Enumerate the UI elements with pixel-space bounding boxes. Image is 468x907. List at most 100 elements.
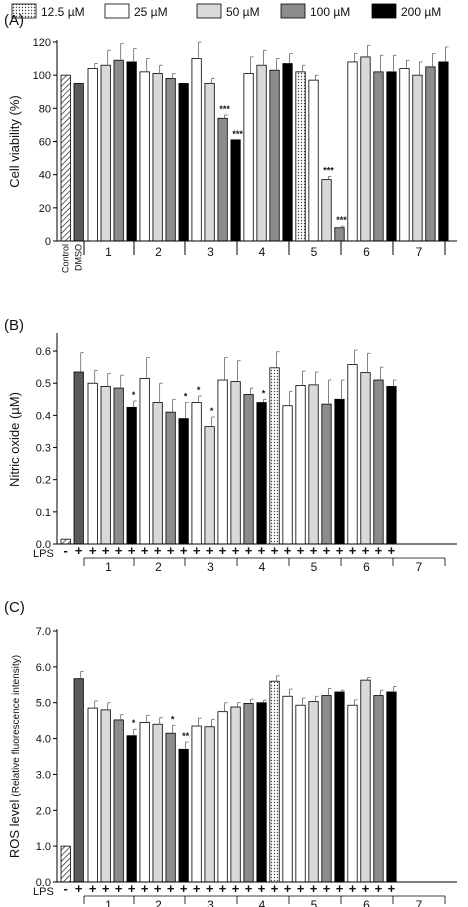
bar: [360, 372, 371, 545]
lps-mark: +: [284, 881, 292, 896]
lps-mark: +: [336, 881, 344, 896]
lps-mark: +: [115, 543, 123, 558]
y-tick-label: 0.3: [36, 443, 51, 455]
bar: [295, 385, 306, 545]
y-tick-label: 100: [33, 70, 51, 82]
bar: [243, 703, 254, 883]
legend-label: 100 µM: [310, 5, 350, 19]
legend-swatch: [104, 3, 130, 19]
lps-mark: +: [219, 881, 227, 896]
bar: [100, 64, 111, 242]
group-label: 6: [363, 560, 370, 574]
panel-label: (B): [4, 317, 24, 334]
bar: [217, 117, 228, 242]
y-axis-label: Nitric oxide (µM): [7, 392, 22, 487]
lps-row-label: LPS: [33, 548, 54, 560]
bar: [295, 704, 306, 883]
bar: [282, 63, 293, 242]
y-axis-label-sub: (Relative fluorescence intensity): [11, 655, 22, 797]
bar: [230, 381, 241, 545]
lps-mark: +: [310, 543, 318, 558]
bar: [217, 711, 228, 883]
significance-mark: ***: [232, 129, 243, 139]
bar: [321, 403, 332, 545]
y-tick-label: 1.0: [36, 841, 51, 853]
bar: [178, 418, 189, 545]
significance-mark: ***: [336, 215, 347, 225]
lps-mark: +: [180, 543, 188, 558]
lps-mark: +: [102, 881, 110, 896]
y-tick-label: 0.5: [36, 378, 51, 390]
bar: [60, 845, 71, 883]
bar: [334, 691, 345, 883]
bar: [412, 74, 423, 242]
lps-mark: +: [349, 881, 357, 896]
bar: [269, 367, 280, 545]
group-label: 4: [259, 245, 266, 259]
lps-mark: +: [89, 881, 97, 896]
bar: [308, 79, 319, 242]
lps-mark: +: [102, 543, 110, 558]
bar: [386, 71, 397, 242]
bar: [152, 402, 163, 545]
bar: [113, 719, 124, 883]
panel-c: (C)0.01.02.03.04.05.06.07.0* ***LPS - + + + + +…: [4, 599, 457, 907]
bar: [243, 73, 254, 242]
bar: [334, 227, 345, 242]
bar: [386, 386, 397, 545]
lps-mark: +: [388, 881, 396, 896]
lps-mark: +: [141, 543, 149, 558]
lps-mark: +: [154, 881, 162, 896]
bar: [321, 695, 332, 883]
y-tick-label: 0: [45, 236, 51, 248]
bar: [73, 678, 84, 883]
bar: [73, 371, 84, 545]
y-tick-label: 60: [39, 137, 51, 149]
lps-mark: +: [362, 543, 370, 558]
bar: [256, 702, 267, 883]
lps-mark: +: [258, 881, 266, 896]
lps-mark: +: [89, 543, 97, 558]
group-label: 1: [105, 245, 112, 259]
y-tick-label: 0.1: [36, 507, 51, 519]
lps-mark: +: [154, 543, 162, 558]
bar: [373, 695, 384, 883]
bar: [100, 386, 111, 545]
legend: 12.5 µM 25 µM 50 µM 100 µM 200 µM: [11, 3, 441, 19]
bar: [243, 394, 254, 545]
lps-mark: +: [180, 881, 188, 896]
bar: [165, 411, 176, 545]
bar: [113, 59, 124, 242]
bar: [282, 695, 293, 883]
bar: [113, 387, 124, 545]
lps-mark: +: [349, 543, 357, 558]
lps-mark: +: [323, 881, 331, 896]
significance-mark: *: [210, 406, 214, 416]
bar: [386, 691, 397, 883]
bar: [126, 735, 137, 883]
bar: [269, 680, 280, 883]
bar: [139, 71, 150, 242]
bar: [191, 402, 202, 545]
bar: [60, 74, 71, 242]
bar: [347, 704, 358, 883]
y-tick-label: 5.0: [36, 698, 51, 710]
bar: [139, 722, 150, 883]
y-tick-label: 7.0: [36, 626, 51, 638]
group-label: 4: [259, 898, 266, 907]
lps-mark: +: [206, 543, 214, 558]
panel-a: (A) 0 20 40 60 80 100 120 *** *** *** *** 1 2 3 4 5 6 7 Con…: [4, 12, 457, 273]
lps-mark: +: [336, 543, 344, 558]
legend-label: 12.5 µM: [41, 5, 85, 19]
bar: [230, 139, 241, 242]
lps-mark: +: [245, 543, 253, 558]
significance-mark: *: [262, 388, 266, 398]
lps-mark: +: [271, 881, 279, 896]
bar: [178, 83, 189, 242]
bar: [165, 732, 176, 883]
y-tick-label: 0.2: [36, 475, 51, 487]
group-label: 3: [207, 898, 214, 907]
bar: [126, 406, 137, 545]
y-tick-label: 120: [33, 37, 51, 49]
